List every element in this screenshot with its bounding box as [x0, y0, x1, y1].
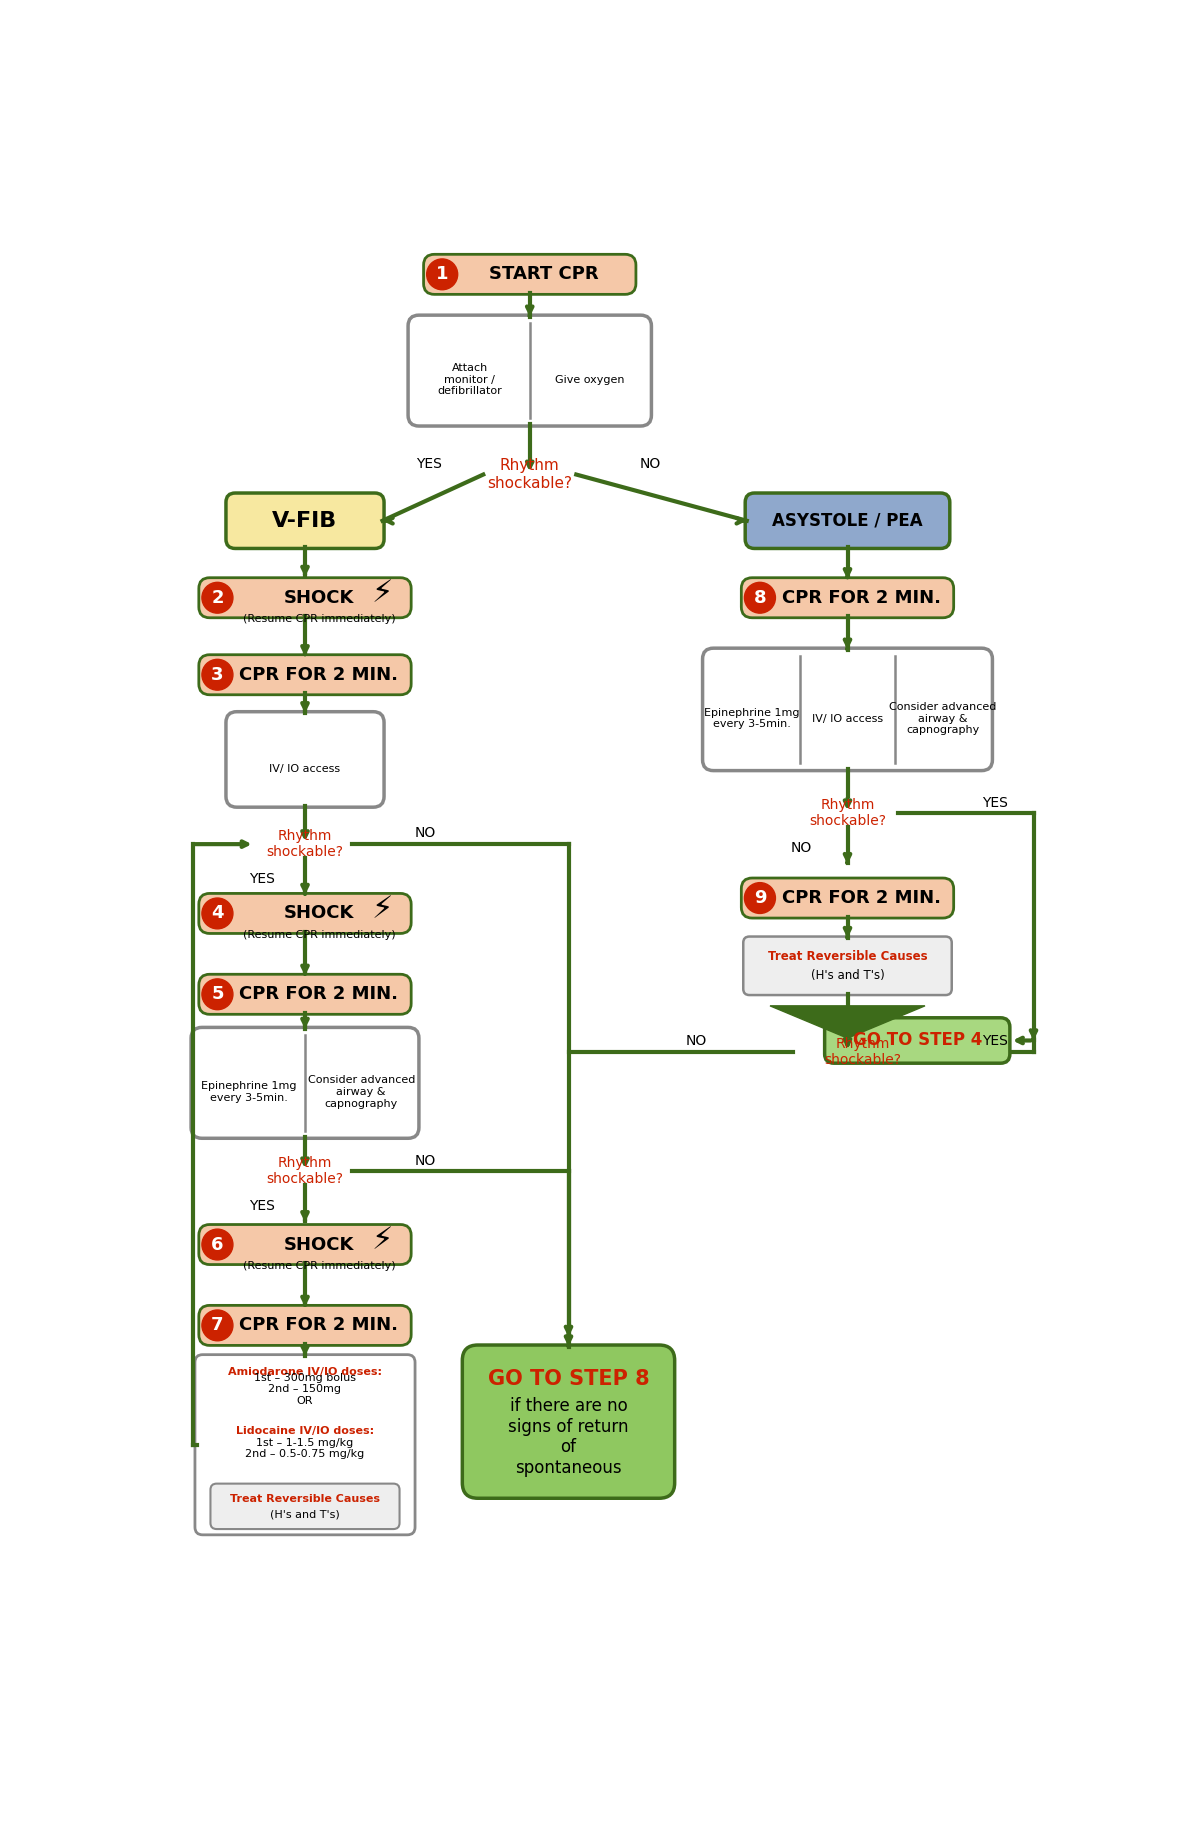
Text: (Resume CPR immediately): (Resume CPR immediately): [242, 930, 395, 941]
FancyBboxPatch shape: [745, 492, 950, 549]
Text: if there are no
signs of return
of
spontaneous: if there are no signs of return of spont…: [509, 1396, 629, 1477]
FancyBboxPatch shape: [226, 492, 384, 549]
Text: Rhythm
shockable?: Rhythm shockable?: [809, 799, 886, 828]
Circle shape: [202, 1310, 233, 1341]
Text: START CPR: START CPR: [488, 265, 599, 283]
Text: (H's and T's): (H's and T's): [270, 1508, 340, 1519]
Text: NO: NO: [791, 841, 811, 854]
Text: NO: NO: [685, 1034, 707, 1049]
Text: ⚡: ⚡: [372, 1225, 394, 1255]
Text: NO: NO: [640, 457, 660, 470]
Text: 8: 8: [754, 588, 767, 606]
Text: NO: NO: [414, 827, 436, 840]
Text: Treat Reversible Causes: Treat Reversible Causes: [230, 1493, 380, 1505]
Text: 1st – 1-1.5 mg/kg
2nd – 0.5-0.75 mg/kg: 1st – 1-1.5 mg/kg 2nd – 0.5-0.75 mg/kg: [245, 1438, 365, 1459]
Text: YES: YES: [982, 795, 1008, 810]
Text: SHOCK: SHOCK: [283, 1236, 354, 1253]
Text: Epinephrine 1mg
every 3-5min.: Epinephrine 1mg every 3-5min.: [202, 1082, 296, 1102]
Text: GO TO STEP 4: GO TO STEP 4: [852, 1032, 982, 1049]
Text: Treat Reversible Causes: Treat Reversible Causes: [768, 950, 928, 963]
FancyBboxPatch shape: [702, 648, 992, 770]
Text: Give oxygen: Give oxygen: [556, 375, 624, 384]
Text: IV/ IO access: IV/ IO access: [812, 713, 883, 724]
FancyBboxPatch shape: [199, 577, 412, 617]
FancyBboxPatch shape: [191, 1027, 419, 1139]
Text: YES: YES: [250, 1200, 275, 1212]
FancyBboxPatch shape: [824, 1018, 1010, 1064]
Text: 1: 1: [436, 265, 449, 283]
Text: 6: 6: [211, 1236, 223, 1253]
Circle shape: [202, 582, 233, 614]
Text: CPR FOR 2 MIN.: CPR FOR 2 MIN.: [240, 665, 398, 683]
Text: Amiodarone IV/IO doses:: Amiodarone IV/IO doses:: [228, 1367, 382, 1376]
Text: CPR FOR 2 MIN.: CPR FOR 2 MIN.: [240, 1317, 398, 1334]
FancyBboxPatch shape: [210, 1484, 400, 1528]
Text: Rhythm
shockable?: Rhythm shockable?: [824, 1036, 901, 1067]
Text: Rhythm
shockable?: Rhythm shockable?: [266, 828, 343, 860]
FancyBboxPatch shape: [462, 1345, 674, 1499]
Text: SHOCK: SHOCK: [283, 904, 354, 922]
Text: ⚡: ⚡: [372, 895, 394, 924]
Text: YES: YES: [982, 1034, 1008, 1049]
Text: Rhythm
shockable?: Rhythm shockable?: [266, 1155, 343, 1187]
Text: CPR FOR 2 MIN.: CPR FOR 2 MIN.: [782, 588, 941, 606]
Text: Epinephrine 1mg
every 3-5min.: Epinephrine 1mg every 3-5min.: [704, 707, 799, 729]
Text: GO TO STEP 8: GO TO STEP 8: [487, 1369, 649, 1389]
FancyBboxPatch shape: [199, 893, 412, 933]
Text: ASYSTOLE / PEA: ASYSTOLE / PEA: [772, 513, 923, 529]
Polygon shape: [770, 1007, 925, 1038]
Text: ⚡: ⚡: [372, 579, 394, 608]
FancyBboxPatch shape: [226, 711, 384, 806]
Circle shape: [744, 882, 775, 913]
Text: 7: 7: [211, 1317, 223, 1334]
FancyBboxPatch shape: [199, 654, 412, 694]
Text: 9: 9: [754, 889, 766, 907]
Text: SHOCK: SHOCK: [283, 588, 354, 606]
Text: CPR FOR 2 MIN.: CPR FOR 2 MIN.: [782, 889, 941, 907]
FancyBboxPatch shape: [199, 1225, 412, 1264]
Text: 4: 4: [211, 904, 223, 922]
Text: (Resume CPR immediately): (Resume CPR immediately): [242, 614, 395, 625]
Circle shape: [202, 898, 233, 930]
Circle shape: [202, 979, 233, 1010]
FancyBboxPatch shape: [194, 1354, 415, 1536]
Circle shape: [427, 259, 457, 290]
Text: YES: YES: [250, 873, 275, 885]
Text: CPR FOR 2 MIN.: CPR FOR 2 MIN.: [240, 985, 398, 1003]
FancyBboxPatch shape: [743, 937, 952, 996]
Text: V-FIB: V-FIB: [272, 511, 337, 531]
Text: Consider advanced
airway &
capnography: Consider advanced airway & capnography: [889, 702, 997, 735]
Text: Attach
monitor /
defibrillator: Attach monitor / defibrillator: [437, 364, 502, 397]
Text: YES: YES: [416, 457, 442, 470]
Text: 2: 2: [211, 588, 223, 606]
Circle shape: [202, 659, 233, 691]
Text: 3: 3: [211, 665, 223, 683]
Text: Rhythm
shockable?: Rhythm shockable?: [487, 459, 572, 490]
Text: Consider advanced
airway &
capnography: Consider advanced airway & capnography: [307, 1075, 415, 1110]
FancyBboxPatch shape: [742, 577, 954, 617]
FancyBboxPatch shape: [424, 254, 636, 294]
Text: 5: 5: [211, 985, 223, 1003]
Circle shape: [744, 582, 775, 614]
Circle shape: [202, 1229, 233, 1260]
Text: (H's and T's): (H's and T's): [811, 968, 884, 981]
Text: Lidocaine IV/IO doses:: Lidocaine IV/IO doses:: [236, 1426, 374, 1437]
FancyBboxPatch shape: [199, 1306, 412, 1345]
Text: NO: NO: [414, 1154, 436, 1168]
FancyBboxPatch shape: [199, 974, 412, 1014]
FancyBboxPatch shape: [742, 878, 954, 918]
Text: 1st – 300mg bolus
2nd – 150mg
OR: 1st – 300mg bolus 2nd – 150mg OR: [254, 1372, 356, 1405]
FancyBboxPatch shape: [408, 316, 652, 426]
Text: IV/ IO access: IV/ IO access: [270, 764, 341, 773]
Text: (Resume CPR immediately): (Resume CPR immediately): [242, 1260, 395, 1271]
